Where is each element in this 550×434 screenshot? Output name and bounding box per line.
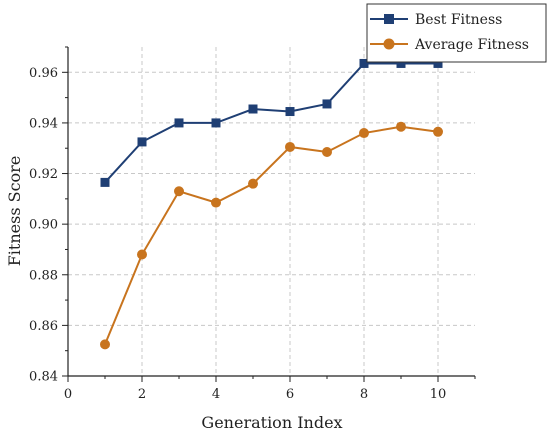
- series-average-fitness: [100, 121, 443, 350]
- x-tick-label: 0: [64, 387, 72, 402]
- data-point: [322, 99, 332, 109]
- data-point: [396, 58, 406, 68]
- legend-box: [366, 3, 547, 63]
- data-point: [100, 177, 110, 187]
- data-point: [359, 58, 369, 68]
- data-point: [137, 137, 147, 147]
- y-tick-label: 0.92: [29, 167, 58, 182]
- y-tick-label: 0.94: [29, 116, 58, 131]
- x-tick-label: 6: [286, 387, 294, 402]
- data-point: [248, 104, 258, 114]
- x-tick-label: 4: [212, 387, 220, 402]
- y-tick-label: 0.90: [29, 218, 58, 233]
- y-tick-label: 0.86: [29, 319, 58, 334]
- x-axis-title: Generation Index: [201, 413, 342, 432]
- data-point: [248, 178, 258, 189]
- data-point: [396, 121, 406, 132]
- legend-marker-square: [384, 14, 394, 24]
- data-point: [433, 58, 443, 68]
- data-point: [359, 128, 369, 139]
- axes: [67, 47, 475, 377]
- y-tick-label: 0.88: [29, 268, 58, 283]
- legend-label-average-fitness: Average Fitness: [414, 37, 529, 53]
- ticks: 0 2 4 6 8 10 0.84 0.86 0.88 0.90 0.92 0.94 0.96: [29, 46, 476, 402]
- legend-item-average-fitness: Average Fitness: [370, 37, 529, 53]
- legend: Best Fitness Average Fitness: [366, 3, 547, 63]
- x-tick-label: 8: [360, 387, 368, 402]
- x-tick-label: 2: [138, 387, 146, 402]
- series-line: [104, 125, 439, 345]
- data-point: [211, 118, 221, 128]
- legend-label-best-fitness: Best Fitness: [415, 12, 502, 28]
- data-point: [174, 186, 184, 197]
- data-point: [322, 147, 332, 158]
- grid: [68, 47, 475, 376]
- series-best-fitness: [100, 58, 443, 187]
- y-axis-title: Fitness Score: [5, 156, 24, 267]
- data-point: [211, 197, 221, 208]
- data-point: [174, 118, 184, 128]
- legend-item-best-fitness: Best Fitness: [370, 12, 502, 28]
- data-point: [137, 249, 147, 260]
- series: [100, 58, 443, 350]
- y-tick-label: 0.84: [29, 370, 58, 385]
- data-point: [433, 126, 443, 137]
- data-point: [285, 107, 295, 117]
- series-line: [104, 62, 438, 184]
- legend-marker-circle: [383, 38, 395, 50]
- x-tick-label: 10: [430, 387, 447, 402]
- data-point: [285, 141, 295, 152]
- data-point: [100, 339, 110, 350]
- y-tick-label: 0.96: [29, 66, 58, 81]
